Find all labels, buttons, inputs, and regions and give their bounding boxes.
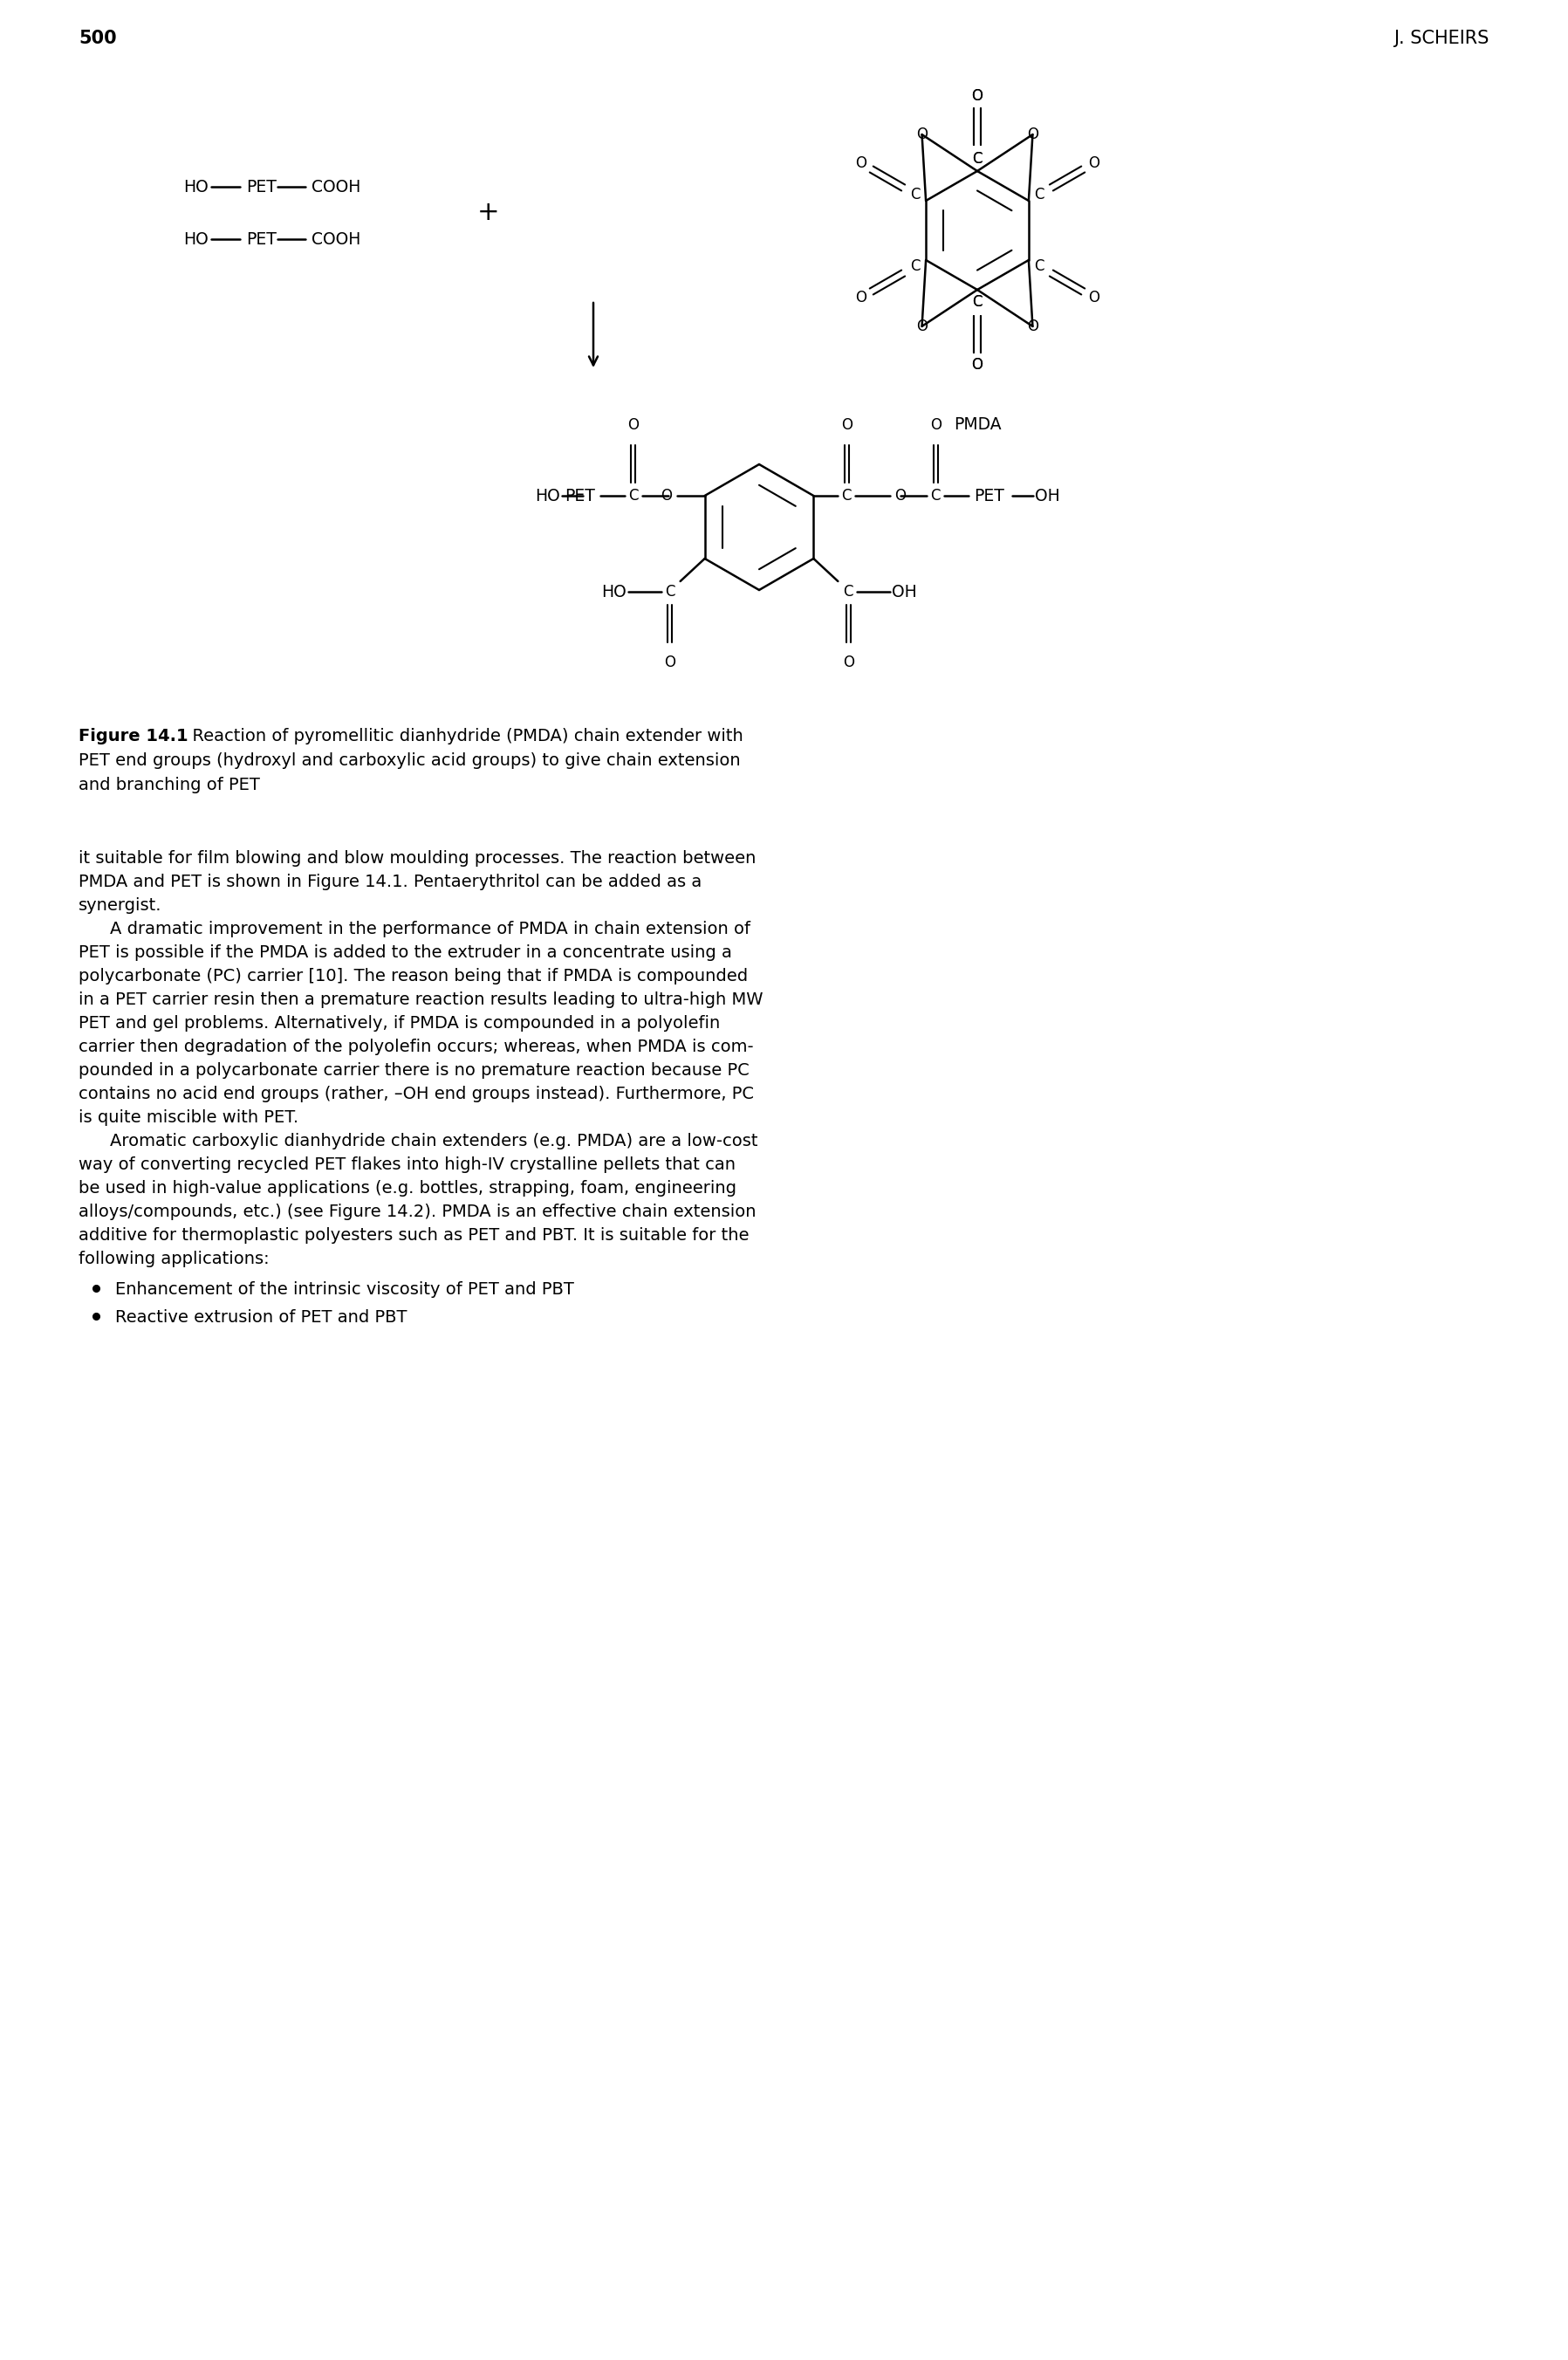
Text: C: C <box>1035 186 1044 203</box>
Text: O: O <box>972 87 983 104</box>
Text: C: C <box>629 489 638 503</box>
Text: C: C <box>1035 257 1044 274</box>
Text: PMDA: PMDA <box>953 418 1000 434</box>
Text: HO: HO <box>183 231 209 248</box>
Text: PET and gel problems. Alternatively, if PMDA is compounded in a polyolefin: PET and gel problems. Alternatively, if … <box>78 1015 720 1031</box>
Text: COOH: COOH <box>312 179 361 196</box>
Text: O: O <box>840 418 853 432</box>
Text: O: O <box>627 418 638 432</box>
Text: O: O <box>916 319 928 335</box>
Text: it suitable for film blowing and blow moulding processes. The reaction between: it suitable for film blowing and blow mo… <box>78 850 756 866</box>
Text: and branching of PET: and branching of PET <box>78 776 260 793</box>
Text: following applications:: following applications: <box>78 1251 270 1267</box>
Text: O: O <box>972 87 983 104</box>
Text: O: O <box>855 156 867 170</box>
Text: Aromatic carboxylic dianhydride chain extenders (e.g. PMDA) are a low-cost: Aromatic carboxylic dianhydride chain ex… <box>110 1133 757 1149</box>
Text: Reactive extrusion of PET and PBT: Reactive extrusion of PET and PBT <box>114 1310 408 1326</box>
Text: PET: PET <box>974 489 1005 505</box>
Text: O: O <box>1027 127 1038 142</box>
Text: O: O <box>1027 319 1038 335</box>
Text: PET end groups (hydroxyl and carboxylic acid groups) to give chain extension: PET end groups (hydroxyl and carboxylic … <box>78 753 740 769</box>
Text: PMDA and PET is shown in Figure 14.1. Pentaerythritol can be added as a: PMDA and PET is shown in Figure 14.1. Pe… <box>78 873 702 890</box>
Text: 500: 500 <box>78 31 116 47</box>
Text: C: C <box>911 186 920 203</box>
Text: COOH: COOH <box>312 231 361 248</box>
Text: C: C <box>972 295 982 309</box>
Text: be used in high-value applications (e.g. bottles, strapping, foam, engineering: be used in high-value applications (e.g.… <box>78 1180 737 1197</box>
Text: is quite miscible with PET.: is quite miscible with PET. <box>78 1109 298 1126</box>
Text: O: O <box>665 654 676 670</box>
Text: way of converting recycled PET flakes into high-IV crystalline pellets that can: way of converting recycled PET flakes in… <box>78 1156 735 1173</box>
Text: O: O <box>972 356 983 373</box>
Text: O: O <box>660 489 671 503</box>
Text: C: C <box>842 489 851 503</box>
Text: PET: PET <box>564 489 594 505</box>
Text: C: C <box>665 583 674 599</box>
Text: synergist.: synergist. <box>78 897 162 913</box>
Text: PET: PET <box>246 179 276 196</box>
Text: O: O <box>972 356 983 373</box>
Text: C: C <box>972 151 982 168</box>
Text: pounded in a polycarbonate carrier there is no premature reaction because PC: pounded in a polycarbonate carrier there… <box>78 1062 750 1079</box>
Text: HO: HO <box>535 489 560 505</box>
Text: Enhancement of the intrinsic viscosity of PET and PBT: Enhancement of the intrinsic viscosity o… <box>114 1281 574 1298</box>
Text: OH: OH <box>892 583 917 599</box>
Text: O: O <box>842 654 855 670</box>
Text: C: C <box>911 257 920 274</box>
Text: O: O <box>855 290 867 304</box>
Text: J. SCHEIRS: J. SCHEIRS <box>1394 31 1490 47</box>
Text: additive for thermoplastic polyesters such as PET and PBT. It is suitable for th: additive for thermoplastic polyesters su… <box>78 1227 750 1244</box>
Text: O: O <box>930 418 941 432</box>
Text: HO: HO <box>601 583 626 599</box>
Text: HO: HO <box>183 179 209 196</box>
Text: O: O <box>916 127 928 142</box>
Text: OH: OH <box>1035 489 1060 505</box>
Text: C: C <box>844 583 853 599</box>
Text: O: O <box>1088 290 1099 304</box>
Text: polycarbonate (PC) carrier [10]. The reason being that if PMDA is compounded: polycarbonate (PC) carrier [10]. The rea… <box>78 968 748 984</box>
Text: Reaction of pyromellitic dianhydride (PMDA) chain extender with: Reaction of pyromellitic dianhydride (PM… <box>182 727 743 743</box>
Text: O: O <box>1088 156 1099 170</box>
Text: C: C <box>972 151 982 168</box>
Text: C: C <box>931 489 941 503</box>
Text: A dramatic improvement in the performance of PMDA in chain extension of: A dramatic improvement in the performanc… <box>110 920 751 937</box>
Text: contains no acid end groups (rather, –OH end groups instead). Furthermore, PC: contains no acid end groups (rather, –OH… <box>78 1086 754 1102</box>
Text: carrier then degradation of the polyolefin occurs; whereas, when PMDA is com-: carrier then degradation of the polyolef… <box>78 1038 754 1055</box>
Text: C: C <box>972 295 982 309</box>
Text: Figure 14.1: Figure 14.1 <box>78 727 188 743</box>
Text: PET: PET <box>246 231 276 248</box>
Text: in a PET carrier resin then a premature reaction results leading to ultra-high M: in a PET carrier resin then a premature … <box>78 991 764 1008</box>
Text: O: O <box>895 489 906 503</box>
Text: PET is possible if the PMDA is added to the extruder in a concentrate using a: PET is possible if the PMDA is added to … <box>78 944 732 961</box>
Text: +: + <box>478 201 500 227</box>
Text: alloys/compounds, etc.) (see Figure 14.2). PMDA is an effective chain extension: alloys/compounds, etc.) (see Figure 14.2… <box>78 1204 756 1220</box>
